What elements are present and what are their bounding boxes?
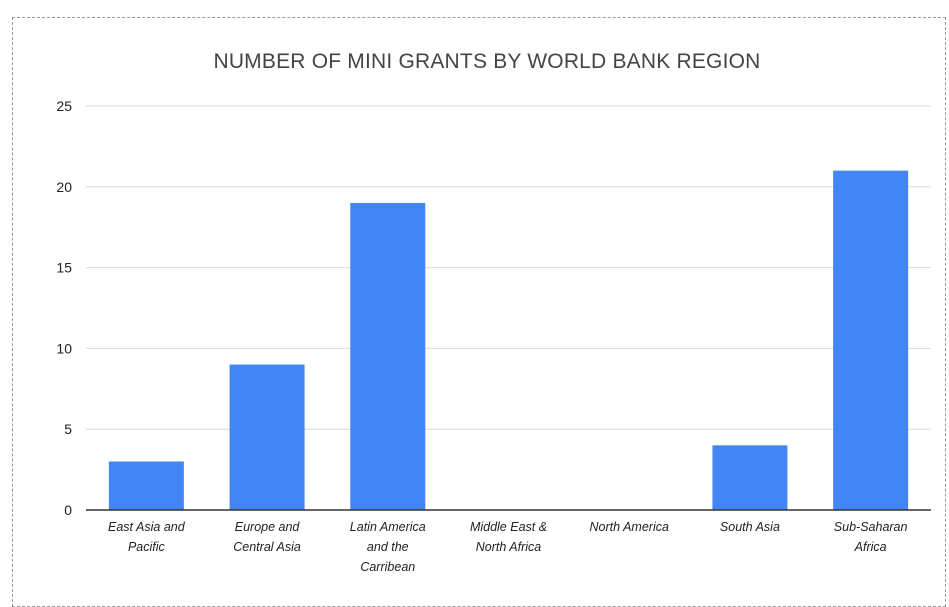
bar (833, 170, 909, 510)
x-axis-labels: East Asia and Pacific Europe and Central As… (108, 520, 907, 574)
x-category-label: Sub-Saharan Africa (834, 520, 908, 554)
x-category-label: Europe and Central Asia (233, 520, 301, 554)
chart-title: NUMBER OF MINI GRANTS BY WORLD BANK REGI… (213, 50, 761, 73)
x-category-label: Latin America and the Carribean (350, 520, 426, 574)
x-category-label: East Asia and Pacific (108, 520, 186, 554)
y-tick-label: 10 (56, 340, 72, 356)
y-axis-ticks: 0 5 10 15 20 25 (56, 98, 72, 518)
y-tick-label: 25 (56, 98, 72, 114)
x-category-label: North America (590, 520, 669, 534)
x-category-label: South Asia (720, 520, 780, 534)
y-tick-label: 0 (64, 502, 72, 518)
bar (712, 445, 788, 510)
y-tick-label: 5 (64, 421, 72, 437)
gridlines (86, 105, 931, 430)
y-tick-label: 20 (56, 179, 72, 195)
bar (229, 364, 305, 510)
x-category-label: Middle East & North Africa (470, 520, 547, 554)
y-tick-label: 15 (56, 260, 72, 276)
bar (350, 202, 426, 510)
bar (108, 461, 184, 510)
bars (108, 170, 909, 510)
